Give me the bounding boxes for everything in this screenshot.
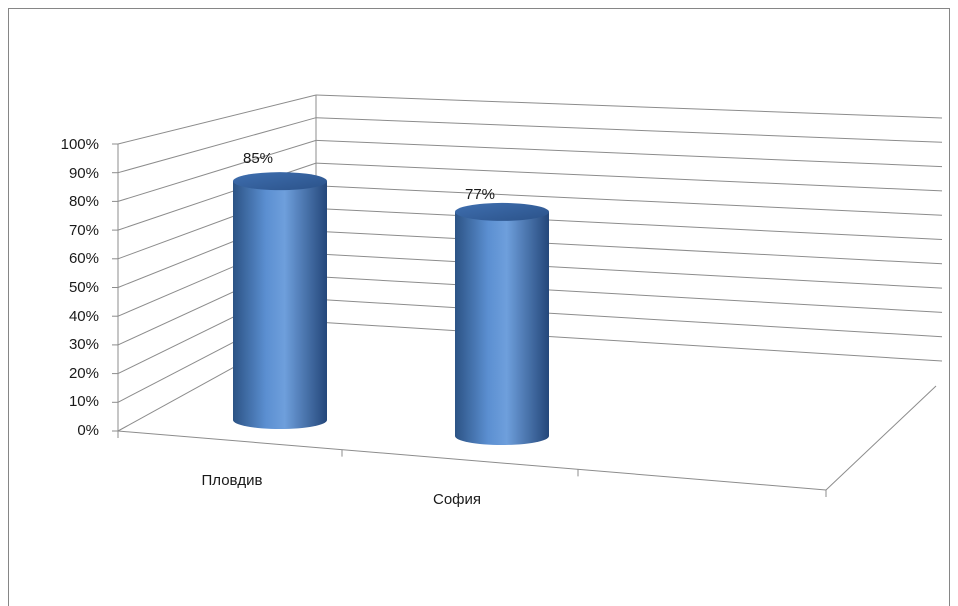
bar-top <box>455 202 549 221</box>
y-tick-label: 50% <box>69 279 99 296</box>
y-tick-label: 80% <box>69 193 99 210</box>
back-wall-gridline <box>315 185 943 216</box>
bar-body <box>233 181 327 429</box>
y-tick-label: 70% <box>69 222 99 239</box>
bar-top <box>233 172 327 191</box>
back-wall-gridline <box>315 230 943 265</box>
back-wall-gridline <box>315 253 943 289</box>
y-tick-label: 60% <box>69 250 99 267</box>
y-tick-label: 20% <box>69 365 99 382</box>
floor-right-edge <box>825 385 937 491</box>
x-axis-line <box>117 430 827 491</box>
y-axis-tick-labels: 0% 10% 20% 30% 40% 50% 60% 70% 80% 90% 1… <box>61 136 99 439</box>
y-tick-label: 40% <box>69 308 99 325</box>
bar-sofia <box>455 202 549 445</box>
y-tick-label: 30% <box>69 336 99 353</box>
back-wall-gridline <box>315 139 943 168</box>
back-wall-gridline <box>315 117 943 143</box>
left-wall-gridline <box>117 139 317 202</box>
category-label-plovdiv: Пловдив <box>202 472 263 489</box>
back-wall-lines <box>315 94 943 362</box>
y-tick-label: 90% <box>69 165 99 182</box>
category-label-sofia: София <box>433 491 481 508</box>
left-wall-gridline <box>117 117 317 174</box>
back-wall-gridline <box>315 94 943 119</box>
data-label-sofia: 77% <box>465 186 495 203</box>
data-label-plovdiv: 85% <box>243 150 273 167</box>
x-axis-category-labels: Пловдив София <box>202 472 481 508</box>
back-wall-gridline <box>315 276 943 313</box>
left-wall-gridline <box>117 94 317 145</box>
bar-body <box>455 211 549 445</box>
bar-plovdiv <box>233 172 327 429</box>
back-wall-gridline <box>315 162 943 192</box>
bars <box>233 172 549 445</box>
back-wall-gridline <box>315 321 943 362</box>
y-tick-label: 100% <box>61 136 99 153</box>
y-tick-label: 10% <box>69 393 99 410</box>
data-labels: 85% 77% <box>243 150 495 203</box>
y-tick-label: 0% <box>77 422 99 439</box>
floor-lines <box>117 385 937 497</box>
back-wall-gridline <box>315 298 943 338</box>
back-wall-gridline <box>315 208 943 240</box>
